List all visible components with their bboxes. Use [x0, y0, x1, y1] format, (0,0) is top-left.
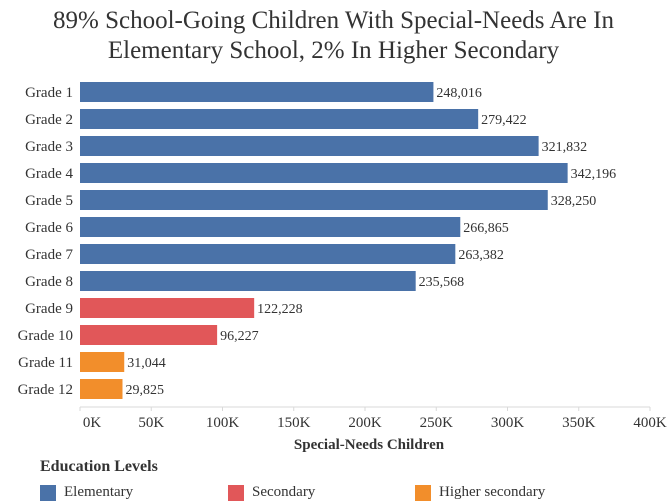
- y-tick-label-grade-1: Grade 1: [25, 85, 73, 101]
- y-tick-label-grade-10: Grade 10: [18, 328, 73, 344]
- legend-label-higher-secondary: Higher secondary: [439, 484, 546, 500]
- y-tick-label-grade-12: Grade 12: [18, 382, 73, 398]
- y-tick-label-grade-8: Grade 8: [25, 274, 73, 290]
- bar-grade-12: [80, 379, 123, 399]
- legend-swatch-secondary: [228, 484, 244, 501]
- chart-title-line-2: Elementary School, 2% In Higher Secondar…: [107, 37, 560, 64]
- bar-chart: Grade 1 248,016 Grade 2 279,422 Grade 3 321,8…: [18, 82, 667, 453]
- x-tick-label-1: 50K: [138, 415, 164, 431]
- data-label-grade-7: 263,382: [458, 248, 504, 263]
- y-tick-label-grade-7: Grade 7: [25, 247, 73, 263]
- data-label-grade-5: 328,250: [551, 194, 597, 209]
- data-label-grade-3: 321,832: [542, 140, 588, 155]
- x-tick-label-7: 350K: [562, 415, 596, 431]
- data-label-grade-8: 235,568: [419, 275, 465, 290]
- bar-grade-6: [80, 217, 461, 237]
- y-tick-label-grade-11: Grade 11: [18, 355, 73, 371]
- y-tick-label-grade-4: Grade 4: [25, 166, 73, 182]
- x-tick-label-0: 0K: [83, 415, 102, 431]
- bar-grade-2: [80, 109, 479, 129]
- x-tick-label-4: 200K: [348, 415, 382, 431]
- bar-grade-10: [80, 325, 218, 345]
- bar-grade-11: [80, 352, 125, 372]
- x-tick-label-5: 250K: [420, 415, 454, 431]
- legend-label-elementary: Elementary: [64, 484, 134, 500]
- data-label-grade-1: 248,016: [436, 86, 482, 101]
- data-label-grade-9: 122,228: [257, 302, 303, 317]
- bar-grade-9: [80, 298, 255, 318]
- x-axis-title: Special-Needs Children: [294, 437, 445, 453]
- x-tick-label-6: 300K: [491, 415, 525, 431]
- x-tick-label-2: 100K: [206, 415, 240, 431]
- data-label-grade-4: 342,196: [571, 167, 617, 182]
- legend-item-elementary: Elementary: [40, 484, 133, 501]
- bar-grade-3: [80, 136, 539, 156]
- bar-grade-4: [80, 163, 568, 183]
- y-tick-label-grade-3: Grade 3: [25, 139, 73, 155]
- y-tick-label-grade-9: Grade 9: [25, 301, 73, 317]
- x-tick-label-8: 400K: [633, 415, 667, 431]
- chart-title-line-1: 89% School-Going Children With Special-N…: [53, 7, 614, 34]
- y-tick-label-grade-6: Grade 6: [25, 220, 73, 236]
- chart-title: 89% School-Going Children With Special-N…: [0, 6, 667, 66]
- y-tick-label-grade-5: Grade 5: [25, 193, 73, 209]
- bar-grade-5: [80, 190, 548, 210]
- legend-item-secondary: Secondary: [228, 484, 315, 501]
- y-tick-label-grade-2: Grade 2: [25, 112, 73, 128]
- legend-swatch-elementary: [40, 484, 56, 501]
- data-label-grade-10: 96,227: [220, 329, 259, 344]
- legend-label-secondary: Secondary: [252, 484, 316, 500]
- data-label-grade-2: 279,422: [481, 113, 527, 128]
- bar-grade-8: [80, 271, 416, 291]
- bar-grade-7: [80, 244, 456, 264]
- bar-grade-1: [80, 82, 434, 102]
- data-label-grade-11: 31,044: [127, 356, 166, 371]
- legend-swatch-higher-secondary: [415, 484, 431, 501]
- legend-title: Education Levels: [40, 458, 158, 475]
- x-tick-label-3: 150K: [277, 415, 311, 431]
- legend-item-higher-secondary: Higher secondary: [415, 484, 545, 501]
- data-label-grade-12: 29,825: [126, 383, 165, 398]
- data-label-grade-6: 266,865: [463, 221, 509, 236]
